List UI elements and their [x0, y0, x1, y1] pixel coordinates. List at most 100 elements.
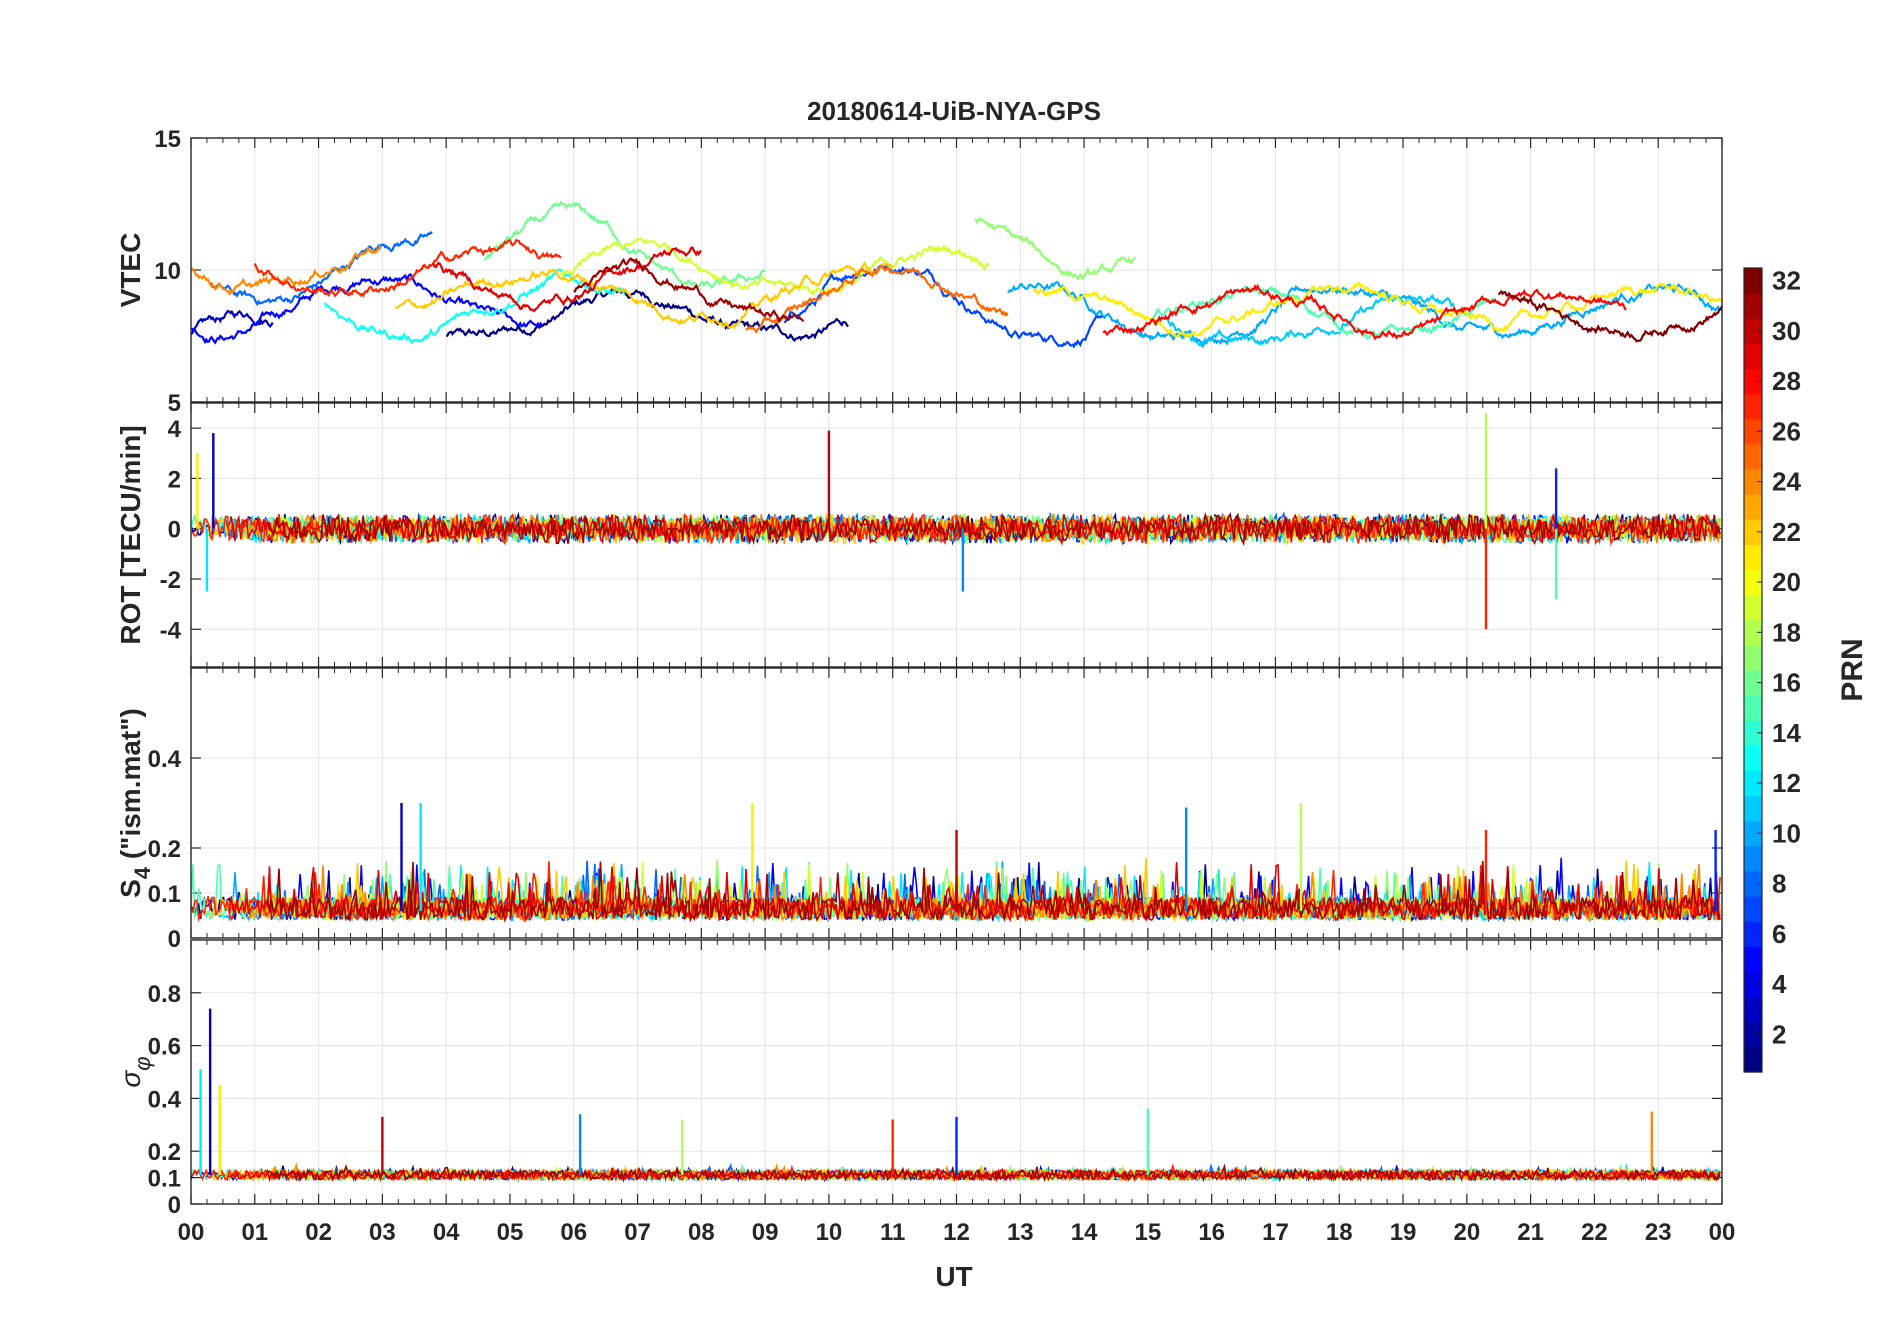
- x-tick-label: 17: [1262, 1219, 1289, 1246]
- colorbar-swatch: [1744, 971, 1762, 998]
- colorbar-tick-label: 20: [1772, 567, 1801, 597]
- y-tick-label: 2: [168, 466, 181, 493]
- colorbar-tick-label: 10: [1772, 818, 1801, 848]
- y-axis-label: S4 ("ism.mat"): [115, 708, 155, 898]
- colorbar-swatch: [1744, 1046, 1762, 1073]
- y-tick-label: 5: [168, 390, 181, 417]
- colorbar-swatch: [1744, 820, 1762, 847]
- colorbar-tick-label: 8: [1772, 869, 1786, 899]
- y-axis-label-main: S: [115, 879, 146, 898]
- colorbar-swatch: [1744, 770, 1762, 797]
- colorbar-swatch: [1744, 569, 1762, 596]
- panel-rot: -4 -2 0 2 4 ROT [TECU/min]: [115, 402, 1723, 668]
- y-tick-label: 0.1: [148, 1166, 181, 1193]
- y-tick-label: 0.4: [148, 746, 182, 773]
- colorbar-swatch: [1744, 996, 1762, 1023]
- chart-title: 20180614-UiB-NYA-GPS: [807, 96, 1101, 126]
- colorbar-tick-label: 14: [1772, 718, 1801, 748]
- colorbar-swatch: [1744, 871, 1762, 897]
- series-line-prn-13: [323, 268, 626, 345]
- y-tick-label: 0.4: [148, 1086, 182, 1113]
- colorbar-swatch: [1744, 343, 1762, 370]
- colorbar-swatch: [1744, 896, 1762, 922]
- series-line-prn-8: [209, 230, 433, 307]
- colorbar-swatch: [1744, 494, 1762, 520]
- x-tick-label: 13: [1007, 1219, 1034, 1246]
- series-line-prn-22: [394, 260, 894, 330]
- panel-s4: 00.10.20.4S4 ("ism.mat"): [115, 667, 1723, 953]
- colorbar-swatch: [1744, 946, 1762, 973]
- x-tick-label: 06: [560, 1219, 587, 1246]
- x-tick-label: 09: [752, 1219, 779, 1246]
- series-line-prn-28: [1102, 283, 1627, 341]
- y-axis-label-sub: φ: [130, 1056, 155, 1070]
- x-tick-label: 11: [880, 1219, 905, 1246]
- colorbar-tick-label: 2: [1772, 1019, 1786, 1049]
- colorbar-tick-label: 4: [1772, 969, 1787, 999]
- series-group: [190, 413, 1721, 630]
- y-tick-label: -4: [160, 617, 182, 644]
- colorbar-swatch: [1744, 1021, 1762, 1048]
- series-line-prn-19: [559, 237, 990, 297]
- colorbar-tick-label: 22: [1772, 517, 1801, 547]
- y-tick-label: -2: [160, 567, 181, 594]
- series-line-prn-27: [253, 238, 562, 298]
- y-axis-label: σφ: [115, 1056, 155, 1087]
- colorbar-swatch: [1744, 469, 1762, 495]
- x-tick-label: 21: [1517, 1219, 1544, 1246]
- x-tick-label: 03: [369, 1219, 396, 1246]
- colorbar-swatch: [1744, 519, 1762, 545]
- colorbar-tick-label: 32: [1772, 266, 1801, 296]
- colorbar-swatch: [1744, 644, 1762, 671]
- x-axis-label: UT: [935, 1261, 972, 1292]
- series-line-prn-11: [1166, 293, 1455, 347]
- colorbar-swatch: [1744, 921, 1762, 947]
- colorbar-swatch: [1744, 443, 1762, 470]
- x-tick-label: 12: [943, 1219, 970, 1246]
- series-line-prn-25: [745, 264, 1009, 334]
- series-line-prn-3: [190, 309, 274, 335]
- series-line-prn-1: [445, 286, 849, 343]
- series-group: [190, 200, 1724, 349]
- x-tick-label: 18: [1326, 1219, 1353, 1246]
- series-group: [190, 1008, 1721, 1183]
- series-line-prn-32: [1497, 289, 1724, 343]
- y-tick-label: 0: [168, 517, 181, 544]
- colorbar-frame: [1743, 267, 1763, 1073]
- series-line-prn-31: [266, 860, 1721, 923]
- x-tick-label: 15: [1135, 1219, 1162, 1246]
- series-line-prn-24: [190, 245, 382, 297]
- colorbar-swatch: [1744, 544, 1762, 571]
- panel-frame: [190, 402, 1723, 668]
- series-line-prn-31: [573, 257, 805, 324]
- colorbar-tick-label: 18: [1772, 617, 1801, 647]
- x-tick-label: 16: [1198, 1219, 1225, 1246]
- y-tick-label: 0.2: [148, 836, 181, 863]
- x-tick-label: 20: [1453, 1219, 1480, 1246]
- series-line-prn-31: [266, 511, 1721, 547]
- colorbar-swatch: [1744, 418, 1762, 445]
- series-line-prn-21: [1032, 280, 1723, 339]
- colorbar-swatch: [1744, 795, 1762, 822]
- colorbar-tick-label: 28: [1772, 366, 1801, 396]
- series-line-prn-17: [974, 216, 1137, 281]
- colorbar-tick-label: 6: [1772, 919, 1786, 949]
- colorbar-swatch: [1744, 745, 1762, 772]
- colorbar-swatch: [1744, 393, 1762, 420]
- x-tick-label: 04: [433, 1219, 460, 1246]
- colorbar-swatch: [1744, 368, 1762, 395]
- x-tick-label: 00: [1709, 1219, 1736, 1246]
- colorbar-swatch: [1744, 670, 1762, 696]
- x-tick-label: 08: [688, 1219, 715, 1246]
- colorbar-swatch: [1744, 845, 1762, 872]
- y-tick-label: 15: [154, 126, 181, 153]
- y-tick-label: 4: [168, 416, 182, 443]
- x-tick-label: 00: [178, 1219, 205, 1246]
- y-tick-label: 0.8: [148, 981, 181, 1008]
- y-tick-label: 0: [168, 926, 181, 953]
- colorbar-swatch: [1744, 594, 1762, 621]
- series-line-prn-7: [783, 264, 1105, 349]
